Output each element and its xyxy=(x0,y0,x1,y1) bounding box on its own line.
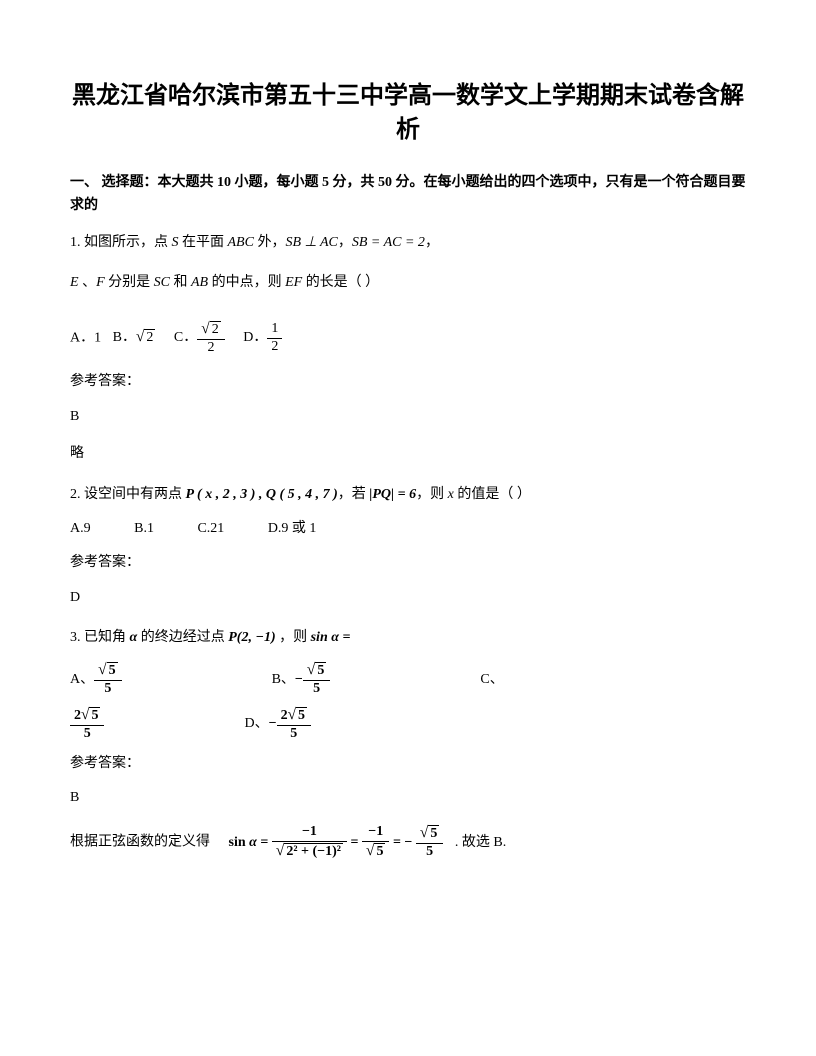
q1-answer: B xyxy=(70,406,746,428)
q1-line1: 1. 如图所示，点 S 在平面 ABC 外，SB ⊥ AC，SB = AC = … xyxy=(70,232,746,254)
q1-var-ef: EF xyxy=(285,275,302,290)
q2-opt-d: D.9 或 1 xyxy=(268,521,317,536)
q1-explanation: 略 xyxy=(70,443,746,465)
q1-opt-c-val: 22 xyxy=(197,320,224,357)
q1-sep: 、 xyxy=(79,275,97,290)
q1-text-mid2: 外， xyxy=(254,235,286,250)
q1-text-mid4: 的中点，则 xyxy=(208,275,285,290)
q3-options-row2: 255 D、 − 255 xyxy=(70,706,746,743)
q3-expl-formula: sin α = −12² + (−1)² = −15 = − 55 xyxy=(229,835,447,850)
q3-options-row1: A、 55 B、 − 55 C、 xyxy=(70,661,746,698)
q3-opt-b-neg: − xyxy=(295,669,303,691)
q1-comma2: ， xyxy=(425,235,439,250)
q3-opt-d-label: D、 xyxy=(244,713,268,735)
q1-line2: E 、F 分别是 SC 和 AB 的中点，则 EF 的长是（ ） xyxy=(70,272,746,294)
question-2: 2. 设空间中有两点 P ( x , 2 , 3 ) , Q ( 5 , 4 ,… xyxy=(70,484,746,610)
q3-expr: sin α = xyxy=(311,630,351,645)
q3-opt-a-label: A、 xyxy=(70,669,94,691)
q1-opt-d-val: 12 xyxy=(267,321,282,356)
q3-opt-b-val: 55 xyxy=(303,661,330,698)
q1-opt-b-val: 2 xyxy=(136,325,155,350)
q3-opt-c-cont: 255 xyxy=(70,706,104,743)
q2-text-end: 的值是（ ） xyxy=(454,487,531,502)
q1-opt-d-label: D． xyxy=(243,330,267,345)
q3-opt-b: B、 − 55 xyxy=(272,661,331,698)
q3-opt-a-val: 55 xyxy=(94,661,121,698)
q1-var-sc: SC xyxy=(154,275,170,290)
q3-explanation: 根据正弦函数的定义得 sin α = −12² + (−1)² = −15 = … xyxy=(70,824,746,861)
q3-opt-d-val: 255 xyxy=(277,706,311,743)
q3-opt-c: C、 xyxy=(480,669,503,691)
q2-options: A.9 B.1 C.21 D.9 或 1 xyxy=(70,518,746,540)
q3-opt-c-val: 255 xyxy=(70,706,104,743)
q3-point: P(2, −1) xyxy=(228,630,275,645)
q1-var-abc: ABC xyxy=(228,235,254,250)
q1-options: A．1 B．2 C．22 D．12 xyxy=(70,320,746,357)
q2-points: P ( x , 2 , 3 ) , Q ( 5 , 4 , 7 ) xyxy=(186,487,338,502)
q2-opt-a: A.9 xyxy=(70,521,91,536)
q3-opt-b-label: B、 xyxy=(272,669,295,691)
q1-opt-a: A．1 xyxy=(70,330,101,345)
q2-pq: |PQ| = 6 xyxy=(369,487,416,502)
q1-cond2: SB = AC = 2 xyxy=(352,235,425,250)
q1-text-mid3: 分别是 xyxy=(105,275,154,290)
q2-text-mid1: ，若 xyxy=(338,487,370,502)
q3-text-pre: 3. 已知角 xyxy=(70,630,130,645)
question-3: 3. 已知角 α 的终边经过点 P(2, −1) ，则 sin α = A、 5… xyxy=(70,627,746,861)
q1-text-end: 的长是（ ） xyxy=(302,275,379,290)
exam-title: 黑龙江省哈尔滨市第五十三中学高一数学文上学期期末试卷含解析 xyxy=(70,80,746,147)
q3-opt-c-label: C、 xyxy=(480,669,503,691)
q3-answer: B xyxy=(70,787,746,809)
question-1: 1. 如图所示，点 S 在平面 ABC 外，SB ⊥ AC，SB = AC = … xyxy=(70,232,746,466)
q1-opt-b-label: B． xyxy=(113,330,136,345)
q3-opt-d-neg: − xyxy=(269,713,277,735)
q1-var-s: S xyxy=(172,235,179,250)
q1-answer-label: 参考答案： xyxy=(70,371,746,393)
q3-text: 3. 已知角 α 的终边经过点 P(2, −1) ，则 sin α = xyxy=(70,627,746,649)
q1-and: 和 xyxy=(170,275,191,290)
q1-text-pre: 1. 如图所示，点 xyxy=(70,235,172,250)
q2-answer: D xyxy=(70,587,746,609)
q3-text-mid2: ，则 xyxy=(276,630,311,645)
section-header: 一、 选择题：本大题共 10 小题，每小题 5 分，共 50 分。在每小题给出的… xyxy=(70,172,746,217)
q1-opt-c-label: C． xyxy=(174,330,197,345)
q3-answer-label: 参考答案： xyxy=(70,753,746,775)
q3-text-mid1: 的终边经过点 xyxy=(137,630,228,645)
q3-expl-post: . 故选 B. xyxy=(455,835,506,850)
q2-opt-b: B.1 xyxy=(134,521,154,536)
q1-var-f: F xyxy=(96,275,105,290)
q1-comma1: ， xyxy=(338,235,352,250)
q1-text-mid1: 在平面 xyxy=(179,235,228,250)
q2-text-pre: 2. 设空间中有两点 xyxy=(70,487,186,502)
q2-text: 2. 设空间中有两点 P ( x , 2 , 3 ) , Q ( 5 , 4 ,… xyxy=(70,484,746,506)
q3-opt-d: D、 − 255 xyxy=(244,706,311,743)
q2-text-mid2: ，则 xyxy=(416,487,448,502)
q2-answer-label: 参考答案： xyxy=(70,552,746,574)
q2-opt-c: C.21 xyxy=(197,521,224,536)
q1-cond1: SB ⊥ AC xyxy=(285,235,337,250)
q3-expl-pre: 根据正弦函数的定义得 xyxy=(70,835,210,850)
q1-var-e: E xyxy=(70,275,79,290)
q1-var-ab: AB xyxy=(191,275,208,290)
q3-opt-a: A、 55 xyxy=(70,661,122,698)
